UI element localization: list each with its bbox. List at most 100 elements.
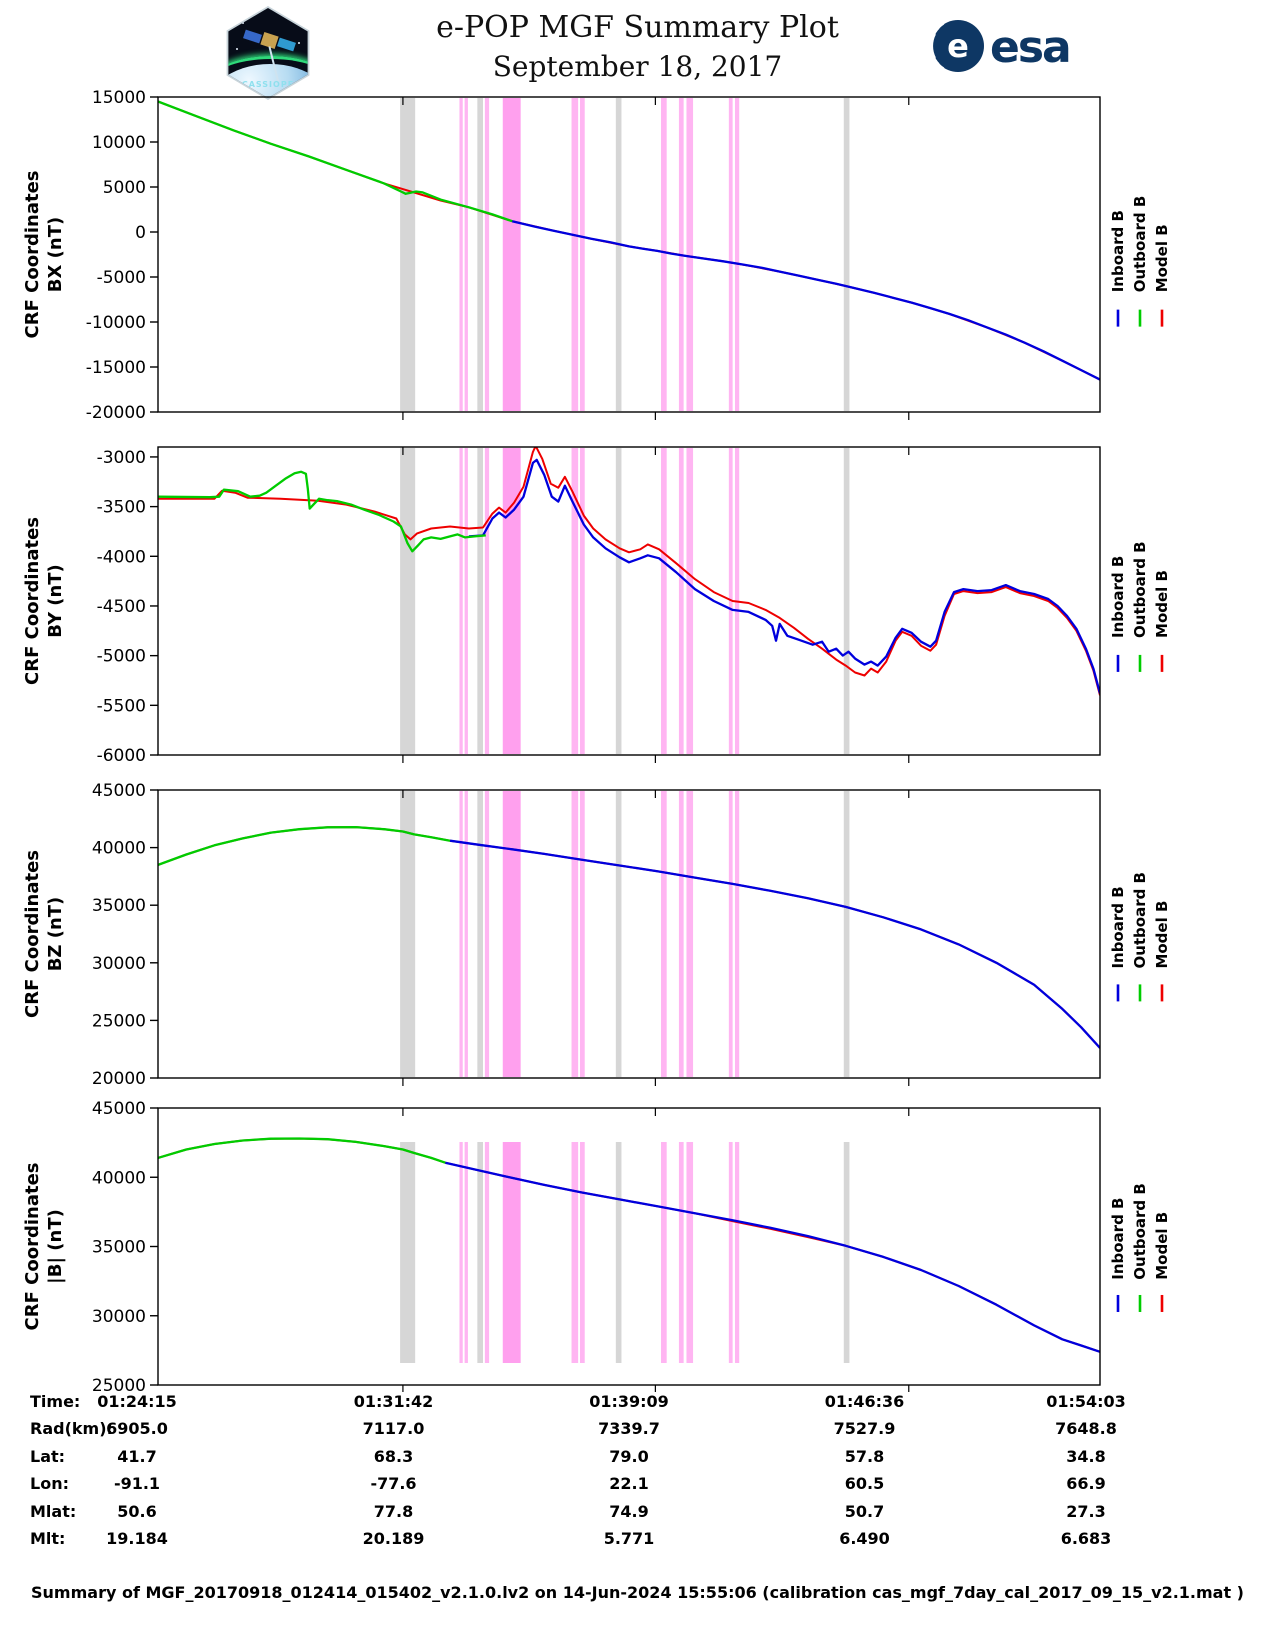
bx-ylabel: CRF Coordinates (22, 171, 43, 339)
legend-label-inboard: Inboard B (1109, 886, 1127, 968)
quality-band-gray (477, 1142, 483, 1363)
summary-plot: 15000 10000 5000 0 -5000 -10000 -15000 -20000 CR… (22, 88, 1171, 1392)
by-series-model (158, 447, 1100, 696)
btot-series-model (158, 1137, 1100, 1353)
table-cell: -91.1 (113, 1474, 161, 1494)
quality-band-pink (580, 448, 585, 754)
quality-band-pink (728, 98, 733, 411)
legend-label-model: Model B (1153, 224, 1171, 292)
quality-band-pink (464, 1142, 468, 1363)
legend-label-model: Model B (1153, 570, 1171, 638)
quality-band-pink (580, 98, 585, 411)
bx-series-outboard (158, 100, 513, 223)
by-ylabel: CRF Coordinates (22, 517, 43, 685)
star-icon (242, 22, 244, 24)
y-tick-label: 35000 (92, 896, 146, 916)
y-tick-label: 40000 (92, 1168, 146, 1188)
quality-band-gray (843, 448, 850, 754)
svg-text:e: e (947, 27, 969, 65)
table-cell: 77.8 (373, 1501, 414, 1521)
table-cell: 6.683 (1060, 1528, 1112, 1548)
quality-band-pink_strong (502, 1142, 521, 1363)
table-cell: 50.6 (117, 1501, 157, 1521)
table-cell: 60.5 (844, 1474, 885, 1494)
y-tick-label: -5500 (97, 696, 146, 716)
y-tick-label: 5000 (103, 178, 146, 198)
legend-label-outboard: Outboard B (1131, 872, 1149, 969)
y-tick-label: 30000 (92, 1307, 146, 1327)
quality-band-pink (728, 791, 733, 1077)
btot-axes-box (157, 1107, 1101, 1386)
y-tick-label: 25000 (92, 1376, 146, 1392)
esa-globe-icon: e (931, 20, 984, 72)
quality-band-gray (400, 1142, 416, 1363)
quality-band-gray (477, 448, 483, 754)
legend-label-model: Model B (1153, 1212, 1171, 1280)
table-cell: 66.9 (1066, 1474, 1106, 1494)
y-tick-label: 15000 (92, 88, 146, 108)
table-cell: 7339.7 (598, 1419, 660, 1439)
quality-band-gray (615, 791, 622, 1077)
bz-series-model (158, 826, 1100, 1049)
table-row-label: Mlt: (30, 1528, 66, 1548)
y-tick-label: 25000 (92, 1011, 146, 1031)
y-tick-label: 10000 (92, 133, 146, 153)
table-cell: 01:31:42 (353, 1392, 434, 1411)
quality-band-gray (843, 98, 850, 411)
footer-summary-line: Summary of MGF_20170918_012414_015402_v2… (31, 1583, 1244, 1602)
table-cell: 50.7 (844, 1501, 885, 1521)
quality-band-pink (686, 448, 694, 754)
legend-label-outboard: Outboard B (1131, 541, 1149, 638)
table-cell: 7527.9 (833, 1419, 896, 1439)
star-icon (298, 42, 300, 44)
table-cell: 01:39:09 (589, 1392, 669, 1411)
quality-band-gray (615, 448, 622, 754)
y-tick-label: 35000 (92, 1238, 146, 1258)
star-icon (236, 48, 238, 50)
quality-band-pink (459, 1142, 463, 1363)
quality-band-pink (464, 98, 468, 411)
quality-band-pink (580, 791, 585, 1077)
table-row: Time: 01:24:15 01:31:42 01:39:09 01:46:36 01:… (0, 1392, 1275, 1419)
table-cell: 6905.0 (106, 1419, 168, 1439)
table-cell: 41.7 (117, 1446, 157, 1466)
table-cell: 57.8 (844, 1446, 885, 1466)
table-cell: 68.3 (373, 1446, 414, 1466)
y-tick-label: 20000 (92, 1069, 146, 1089)
quality-band-pink (459, 791, 463, 1077)
quality-band-pink (459, 98, 463, 411)
quality-band-pink (734, 791, 740, 1077)
quality-band-pink (571, 1142, 579, 1363)
y-tick-label: -5000 (97, 647, 146, 667)
y-tick-label: 40000 (92, 839, 146, 859)
table-cell: 79.0 (609, 1446, 649, 1466)
quality-band-pink (484, 1142, 490, 1363)
table-row: Mlt: 19.184 20.189 5.771 6.490 6.683 (0, 1529, 1275, 1556)
quality-band-gray (400, 448, 416, 754)
y-tick-label: -15000 (86, 358, 146, 378)
quality-band-pink (661, 98, 667, 411)
table-row: Lon: -91.1 -77.6 22.1 60.5 66.9 (0, 1474, 1275, 1501)
y-tick-label: -20000 (86, 403, 146, 423)
btot-series-outboard (158, 1137, 446, 1164)
btot-ylabel: CRF Coordinates (22, 1163, 43, 1331)
table-cell: -77.6 (370, 1474, 417, 1494)
quality-band-pink (571, 448, 579, 754)
quality-band-gray (400, 98, 416, 411)
quality-band-pink_strong (502, 448, 521, 754)
quality-band-pink (678, 1142, 684, 1363)
table-cell: 6.490 (839, 1528, 890, 1548)
quality-band-pink (734, 98, 740, 411)
quality-band-gray (843, 791, 850, 1077)
y-tick-label: -3000 (97, 448, 146, 468)
esa-logo: e esa (931, 20, 1072, 73)
table-cell: 01:46:36 (824, 1392, 905, 1411)
bx-axes-box (157, 96, 1101, 413)
quality-band-gray (615, 98, 622, 411)
bz-axes-box (157, 789, 1101, 1079)
legend-label-outboard: Outboard B (1131, 196, 1149, 293)
legend-label-inboard: Inboard B (1109, 210, 1127, 292)
table-cell: 22.1 (609, 1474, 649, 1494)
quality-band-pink (661, 448, 667, 754)
